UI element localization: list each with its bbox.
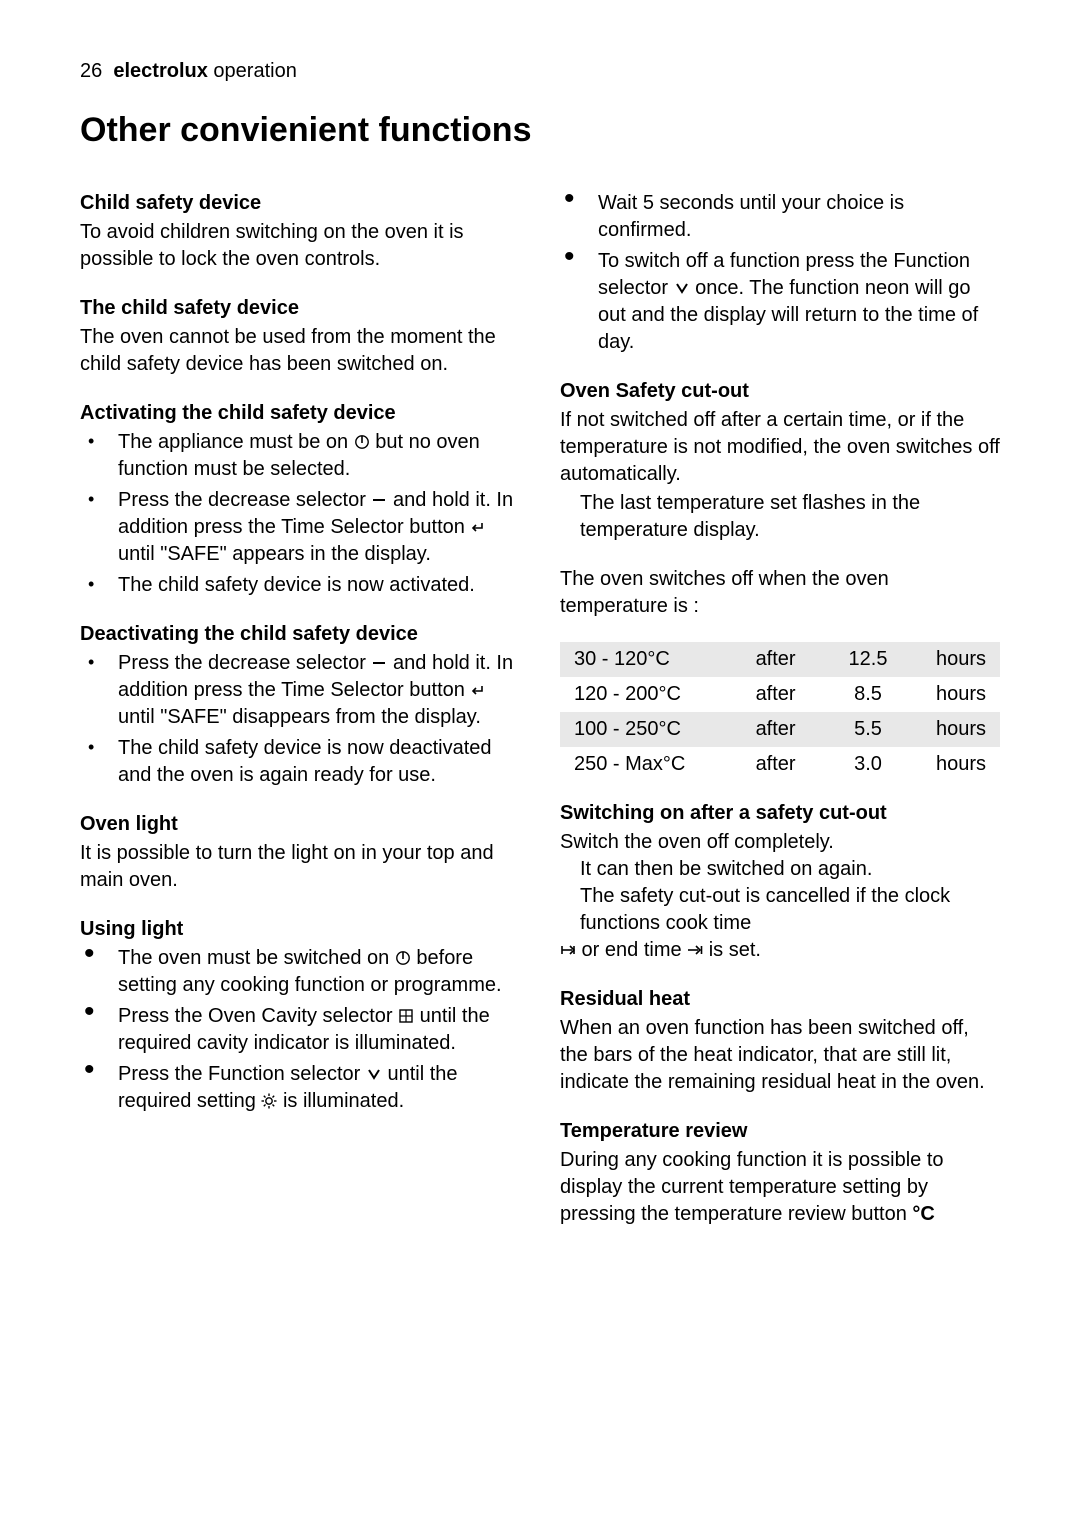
page-header: 26 electrolux operation — [80, 60, 1000, 83]
table-cell: after — [727, 712, 824, 747]
oven-light-body: It is possible to turn the light on in y… — [80, 840, 520, 894]
return-icon — [470, 682, 486, 698]
activating-section: Activating the child safety device The a… — [80, 400, 520, 599]
switch-on-after-section: Switching on after a safety cut-out Swit… — [560, 800, 1000, 964]
degree-c-icon: °C — [912, 1203, 934, 1225]
oven-light-head: Oven light — [80, 811, 520, 838]
cavity-icon — [398, 1008, 414, 1024]
child-safety-intro: Child safety device To avoid children sw… — [80, 190, 520, 273]
cutout-table: 30 - 120°Cafter12.5hours120 - 200°Cafter… — [560, 642, 1000, 782]
table-cell: hours — [912, 712, 1000, 747]
list-item: To switch off a function press the Funct… — [560, 248, 1000, 356]
list-item: The child safety device is now activated… — [80, 572, 520, 599]
list-item: Press the Oven Cavity selector until the… — [80, 1003, 520, 1057]
switch-on-after-head: Switching on after a safety cut-out — [560, 800, 1000, 827]
table-cell: 5.5 — [824, 712, 912, 747]
using-light-section: Using light The oven must be switched on… — [80, 916, 520, 1115]
table-row: 100 - 250°Cafter5.5hours — [560, 712, 1000, 747]
vee-icon — [366, 1066, 382, 1082]
safety-cutout-section: Oven Safety cut-out If not switched off … — [560, 378, 1000, 544]
safety-cutout-p1: If not switched off after a certain time… — [560, 407, 1000, 488]
using-light-list: The oven must be switched on before sett… — [80, 945, 520, 1115]
table-row: 120 - 200°Cafter8.5hours — [560, 677, 1000, 712]
table-cell: hours — [912, 747, 1000, 782]
deactivating-list: Press the decrease selector and hold it.… — [80, 650, 520, 789]
activating-head: Activating the child safety device — [80, 400, 520, 427]
table-cell: 100 - 250°C — [560, 712, 727, 747]
continuation-list: Wait 5 seconds until your choice is conf… — [560, 190, 1000, 356]
child-safety-body: To avoid children switching on the oven … — [80, 219, 520, 273]
using-light-head: Using light — [80, 916, 520, 943]
residual-heat-head: Residual heat — [560, 986, 1000, 1013]
return-icon — [470, 519, 486, 535]
vee-icon — [674, 280, 690, 296]
content-columns: Child safety device To avoid children sw… — [80, 190, 1000, 1250]
list-item: Press the Function selector until the re… — [80, 1061, 520, 1115]
residual-heat-body: When an oven function has been switched … — [560, 1015, 1000, 1096]
table-row: 250 - Max°Cafter3.0hours — [560, 747, 1000, 782]
table-cell: 30 - 120°C — [560, 642, 727, 677]
minus-icon — [371, 655, 387, 671]
oven-light-section: Oven light It is possible to turn the li… — [80, 811, 520, 894]
switch-on-after-p1: Switch the oven off completely. — [560, 829, 1000, 856]
deactivating-head: Deactivating the child safety device — [80, 621, 520, 648]
light-icon — [261, 1093, 277, 1109]
brand: electrolux — [113, 60, 207, 82]
page-title: Other convienient functions — [80, 111, 1000, 150]
list-item: The child safety device is now deactivat… — [80, 735, 520, 789]
list-item: Press the decrease selector and hold it.… — [80, 487, 520, 568]
temp-review-head: Temperature review — [560, 1118, 1000, 1145]
child-safety-device: The child safety device The oven cannot … — [80, 295, 520, 378]
safety-cutout-p2: The last temperature set flashes in the … — [560, 490, 1000, 544]
table-cell: 3.0 — [824, 747, 912, 782]
endtime-icon — [687, 942, 703, 958]
table-cell: after — [727, 642, 824, 677]
safety-cutout-p3: The oven switches off when the oven temp… — [560, 566, 1000, 620]
table-cell: after — [727, 747, 824, 782]
page-number: 26 — [80, 60, 102, 82]
table-cell: 8.5 — [824, 677, 912, 712]
table-cell: hours — [912, 642, 1000, 677]
activating-list: The appliance must be on but no oven fun… — [80, 429, 520, 599]
table-cell: hours — [912, 677, 1000, 712]
list-item: The appliance must be on but no oven fun… — [80, 429, 520, 483]
table-cell: after — [727, 677, 824, 712]
minus-icon — [371, 492, 387, 508]
temp-review-body: During any cooking function it is possib… — [560, 1147, 1000, 1228]
table-cell: 250 - Max°C — [560, 747, 727, 782]
residual-heat-section: Residual heat When an oven function has … — [560, 986, 1000, 1096]
right-column: Wait 5 seconds until your choice is conf… — [560, 190, 1000, 1250]
list-item: The oven must be switched on before sett… — [80, 945, 520, 999]
child-safety-head: Child safety device — [80, 190, 520, 217]
safety-cutout-p3-block: The oven switches off when the oven temp… — [560, 566, 1000, 620]
list-item: Wait 5 seconds until your choice is conf… — [560, 190, 1000, 244]
table-cell: 12.5 — [824, 642, 912, 677]
table-row: 30 - 120°Cafter12.5hours — [560, 642, 1000, 677]
left-column: Child safety device To avoid children sw… — [80, 190, 520, 1250]
temp-review-section: Temperature review During any cooking fu… — [560, 1118, 1000, 1228]
table-cell: 120 - 200°C — [560, 677, 727, 712]
cooktime-icon — [560, 942, 576, 958]
switch-on-after-p2: It can then be switched on again. — [560, 856, 1000, 883]
header-section: operation — [213, 60, 296, 82]
switch-on-after-p3: The safety cut-out is cancelled if the c… — [560, 883, 1000, 964]
using-light-cont: Wait 5 seconds until your choice is conf… — [560, 190, 1000, 356]
child-safety-device-body: The oven cannot be used from the moment … — [80, 324, 520, 378]
power-icon — [395, 950, 411, 966]
child-safety-device-head: The child safety device — [80, 295, 520, 322]
safety-cutout-head: Oven Safety cut-out — [560, 378, 1000, 405]
power-icon — [354, 434, 370, 450]
deactivating-section: Deactivating the child safety device Pre… — [80, 621, 520, 789]
list-item: Press the decrease selector and hold it.… — [80, 650, 520, 731]
